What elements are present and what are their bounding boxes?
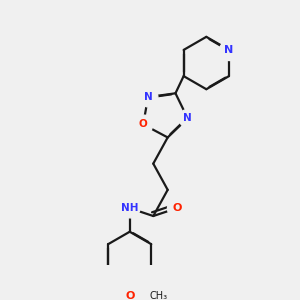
Text: N: N xyxy=(224,45,234,55)
Text: NH: NH xyxy=(121,203,139,213)
Text: N: N xyxy=(144,92,152,102)
Text: O: O xyxy=(125,291,134,300)
Text: N: N xyxy=(183,113,192,123)
Text: O: O xyxy=(139,119,148,129)
Text: O: O xyxy=(172,203,182,213)
Text: CH₃: CH₃ xyxy=(149,291,167,300)
